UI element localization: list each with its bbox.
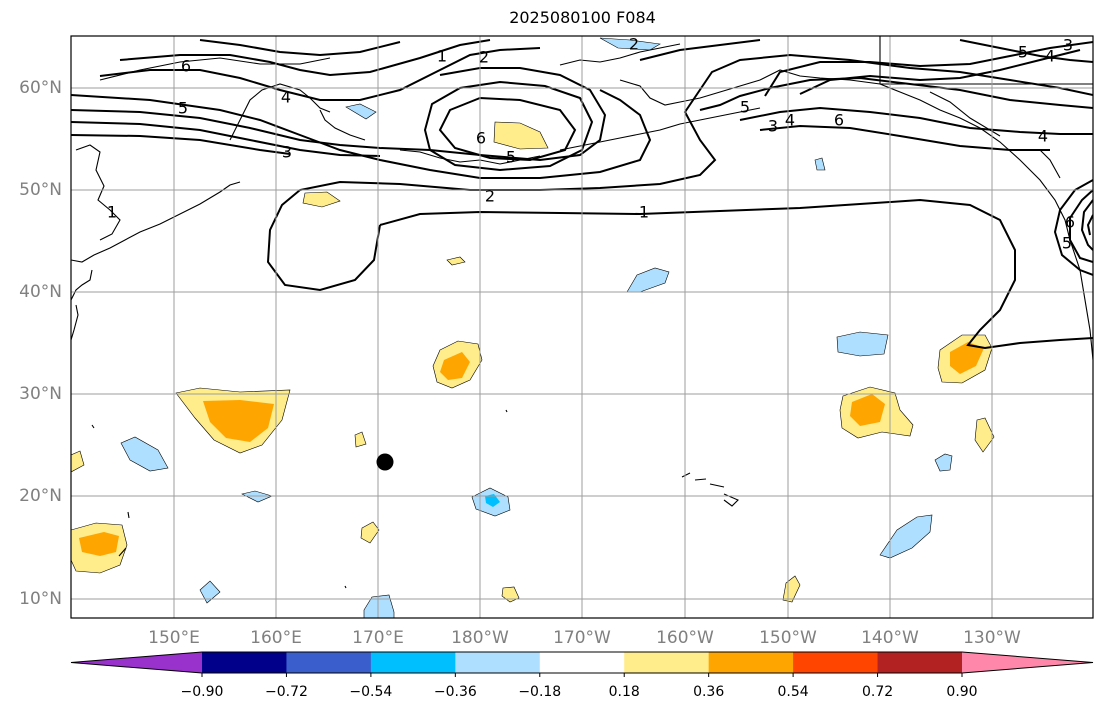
contour-label: 1 — [639, 203, 649, 222]
lat-label: 10°N — [19, 589, 62, 609]
lat-label: 40°N — [19, 282, 62, 302]
negative-anomaly-region — [120, 436, 169, 472]
colorbar-tick-label: −0.54 — [349, 684, 392, 700]
lon-label: 150°W — [759, 628, 817, 648]
contour-label: 3 — [1063, 36, 1073, 55]
lon-label: 130°W — [963, 628, 1021, 648]
colorbar-segment — [877, 652, 963, 673]
positive-anomaly-region — [302, 191, 341, 208]
colorbar-segment — [202, 652, 287, 673]
lon-label: 160°W — [656, 628, 714, 648]
map-border — [70, 35, 1094, 619]
lon-label: 160°E — [250, 628, 302, 648]
filled-anomaly-regions — [71, 37, 995, 618]
colorbar-tick-label: 0.36 — [693, 684, 724, 700]
contour-label: 2 — [485, 187, 495, 206]
positive-anomaly-core — [79, 532, 119, 556]
positive-anomaly-region — [782, 575, 801, 603]
negative-anomaly-region — [599, 37, 661, 51]
colorbar-tick-label: 0.90 — [946, 684, 977, 700]
colorbar-segment — [286, 652, 372, 673]
colorbar-segment — [71, 652, 202, 673]
positive-anomaly-region — [974, 417, 995, 453]
negative-anomaly-region — [836, 331, 889, 357]
positive-anomaly-region — [71, 450, 85, 473]
lon-label: 180°W — [451, 628, 509, 648]
contour-label: 6 — [1065, 213, 1075, 232]
contour-label: 3 — [768, 117, 778, 136]
contour-label: 1 — [437, 47, 447, 66]
positive-anomaly-region — [360, 521, 380, 544]
negative-anomaly-region — [879, 514, 933, 559]
map-gridlines — [71, 36, 1093, 618]
colorbar-segment — [455, 652, 541, 673]
colorbar-segment — [539, 652, 625, 673]
lat-label: 20°N — [19, 486, 62, 506]
lat-label: 30°N — [19, 384, 62, 404]
contour-label: 4 — [1038, 127, 1048, 146]
colorbar-tick-label: −0.36 — [434, 684, 477, 700]
lat-label: 60°N — [19, 78, 62, 98]
contour-label: 4 — [281, 88, 291, 107]
colorbar-segment — [624, 652, 710, 673]
contour-label: 6 — [476, 129, 486, 148]
longitude-labels: 150°E 160°E 170°E 180°W 170°W 160°W 150°… — [148, 628, 1021, 648]
contour-labels: 1 2 3 4 5 6 6 5 2 1 1 2 3 4 5 6 3 4 5 6 … — [107, 35, 1075, 253]
positive-anomaly-region — [446, 256, 466, 266]
positive-anomaly-core — [440, 352, 470, 380]
colorbar-tick-label: −0.90 — [181, 684, 224, 700]
colorbar-tick-label: 0.18 — [609, 684, 640, 700]
negative-anomaly-core — [485, 494, 500, 507]
colorbar: −0.90 −0.72 −0.54 −0.36 −0.18 0.18 0.36 0.54 0.7… — [70, 651, 1094, 700]
positive-anomaly-region — [501, 586, 520, 603]
contour-label: 5 — [506, 148, 516, 167]
contour-label: 5 — [1018, 43, 1028, 62]
contour-label: 2 — [629, 35, 639, 54]
positive-anomaly-core — [203, 400, 274, 442]
colorbar-segment — [708, 652, 794, 673]
lon-label: 170°E — [352, 628, 404, 648]
location-marker — [376, 453, 394, 471]
contour-label: 6 — [834, 111, 844, 130]
contour-label: 4 — [785, 111, 795, 130]
positive-anomaly-region — [354, 431, 367, 448]
contour-label: 5 — [1062, 234, 1072, 253]
positive-anomaly-region — [493, 121, 549, 150]
contour-label: 3 — [282, 143, 292, 162]
lat-label: 50°N — [19, 180, 62, 200]
negative-anomaly-region — [363, 594, 395, 618]
colorbar-tick-label: −0.18 — [518, 684, 561, 700]
contour-label: 4 — [1045, 47, 1055, 66]
contour-label: 5 — [178, 99, 188, 118]
colorbar-segment — [793, 652, 879, 673]
lon-label: 150°E — [148, 628, 200, 648]
contour-label: 2 — [479, 48, 489, 67]
map-title: 2025080100 F084 — [509, 8, 656, 27]
colorbar-tick-label: −0.72 — [265, 684, 308, 700]
negative-anomaly-region — [345, 103, 377, 120]
positive-anomaly-core — [850, 394, 885, 426]
negative-anomaly-region — [814, 157, 826, 171]
colorbar-segment — [962, 652, 1093, 673]
contour-label: 5 — [740, 98, 750, 117]
contour-label: 6 — [181, 57, 191, 76]
contour-label: 1 — [107, 203, 117, 222]
lon-label: 170°W — [553, 628, 611, 648]
negative-anomaly-region — [934, 453, 953, 472]
colorbar-tick-label: 0.72 — [862, 684, 893, 700]
latitude-labels: 10°N 20°N 30°N 40°N 50°N 60°N — [19, 78, 62, 609]
colorbar-tick-label: 0.54 — [778, 684, 809, 700]
lon-label: 140°W — [861, 628, 919, 648]
colorbar-segment — [370, 652, 456, 673]
positive-anomaly-core — [950, 342, 984, 374]
